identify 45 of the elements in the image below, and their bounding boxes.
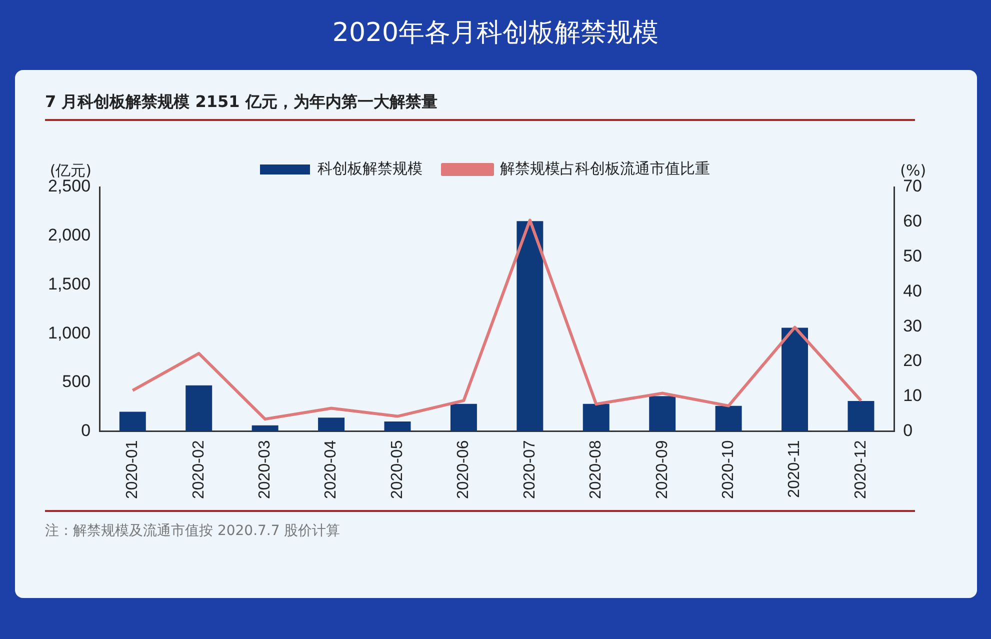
x-tick-label: 2020-07 [521, 440, 538, 499]
y-tick-label: 2,500 [48, 176, 91, 196]
bar [649, 396, 676, 432]
y2-tick-label: 30 [903, 316, 922, 336]
y2-tick-label: 20 [903, 351, 922, 370]
x-tick-label: 2020-11 [786, 440, 804, 498]
bar [450, 404, 477, 432]
x-tick-label: 2020-05 [388, 440, 406, 499]
x-tick-label: 2020-06 [455, 440, 472, 499]
bar [516, 221, 544, 432]
x-tick-label: 2020-02 [190, 440, 208, 499]
bar [848, 400, 874, 432]
chart-subtitle: 7 月科创板解禁规模 2151 亿元，为年内第一大解禁量 [45, 92, 915, 121]
y2-tick-label: 70 [903, 176, 922, 196]
y2-tick-label: 60 [903, 212, 922, 231]
bar [186, 385, 212, 432]
y2-tick-label: 40 [903, 281, 922, 300]
x-tick-label: 2020-10 [720, 440, 737, 499]
x-tick-label: 2020-04 [322, 440, 340, 499]
y-tick-label: 2,000 [48, 226, 91, 245]
y2-tick-label: 0 [903, 420, 913, 440]
x-tick-label: 2020-09 [654, 440, 671, 499]
x-tick-label: 2020-12 [852, 440, 870, 499]
text: 注：解禁规模及流通市值按 2020.7.7 股价计算 [45, 510, 915, 540]
y2-tick-label: 10 [903, 386, 922, 406]
x-tick-label: 2020-01 [124, 440, 142, 499]
bar [782, 328, 808, 432]
x-tick-label: 2020-08 [588, 440, 605, 499]
bar [119, 412, 146, 432]
y-tick-label: 0 [81, 420, 91, 440]
legend-label: 科创板解禁规模 [318, 159, 422, 178]
y-tick-label: 1,000 [48, 323, 91, 342]
bar [318, 418, 345, 432]
y2-tick-label: 50 [903, 246, 922, 266]
y-tick-label: 1,500 [48, 274, 91, 294]
chart-title: 2020年各月科创板解禁规模 [331, 17, 660, 50]
bar [384, 422, 411, 432]
bar [715, 406, 742, 432]
bar [252, 425, 278, 432]
x-tick-label: 2020-03 [256, 440, 274, 499]
legend-label: 解禁规模占科创板流通市值比重 [500, 159, 710, 178]
y2-axis-title: (%) [900, 161, 926, 180]
y-tick-label: 500 [62, 372, 91, 392]
bar [582, 404, 610, 432]
y-axis-title: (亿元) [50, 161, 92, 180]
